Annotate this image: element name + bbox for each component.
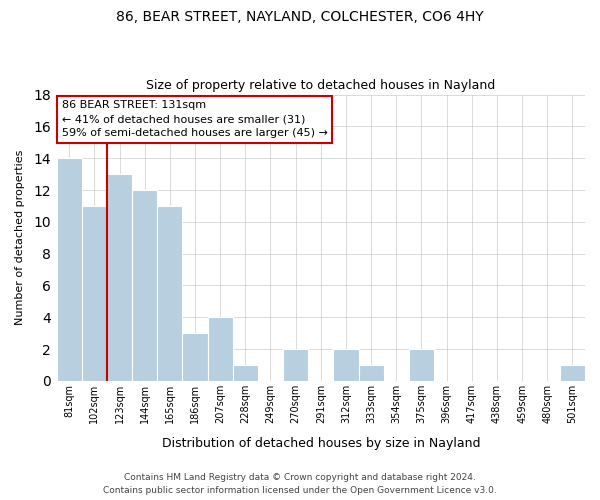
Bar (107, 174, 132, 381)
Text: 86, BEAR STREET, NAYLAND, COLCHESTER, CO6 4HY: 86, BEAR STREET, NAYLAND, COLCHESTER, CO… (116, 10, 484, 24)
Bar (182, 333, 208, 381)
Bar (208, 318, 233, 381)
Bar (132, 190, 157, 381)
Bar (560, 365, 585, 381)
Bar (233, 365, 258, 381)
Text: Contains HM Land Registry data © Crown copyright and database right 2024.
Contai: Contains HM Land Registry data © Crown c… (103, 474, 497, 495)
Bar (359, 365, 384, 381)
Text: 86 BEAR STREET: 131sqm
← 41% of detached houses are smaller (31)
59% of semi-det: 86 BEAR STREET: 131sqm ← 41% of detached… (62, 100, 328, 138)
X-axis label: Distribution of detached houses by size in Nayland: Distribution of detached houses by size … (161, 437, 480, 450)
Bar (283, 349, 308, 381)
Bar (409, 349, 434, 381)
Title: Size of property relative to detached houses in Nayland: Size of property relative to detached ho… (146, 79, 496, 92)
Bar (82, 206, 107, 381)
Bar (157, 206, 182, 381)
Bar (56, 158, 82, 381)
Y-axis label: Number of detached properties: Number of detached properties (15, 150, 25, 326)
Bar (334, 349, 359, 381)
